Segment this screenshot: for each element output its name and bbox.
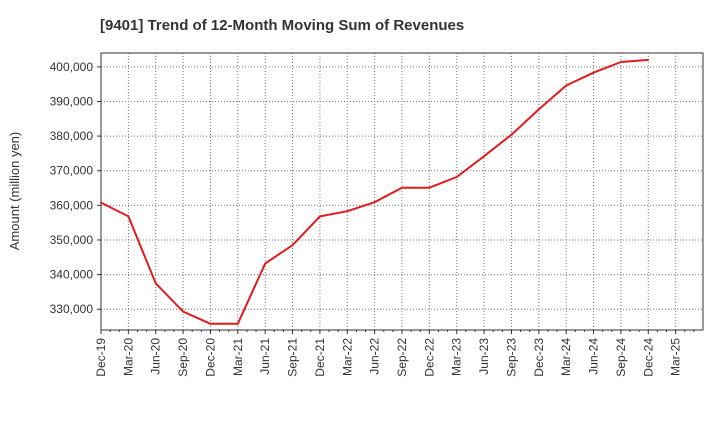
y-axis: 330,000 340,000 350,000 360,000 370,000 380,0… bbox=[50, 60, 101, 316]
x-tick-label: Sep-21 bbox=[286, 338, 300, 377]
x-tick-label: Sep-20 bbox=[176, 338, 190, 377]
gridlines bbox=[101, 53, 703, 330]
data-point bbox=[592, 71, 595, 74]
data-point bbox=[538, 108, 540, 111]
y-tick-label: 370,000 bbox=[50, 164, 94, 178]
x-tick-label: Mar-20 bbox=[121, 338, 135, 376]
series-layer bbox=[100, 58, 650, 325]
y-tick-label: 340,000 bbox=[50, 268, 94, 282]
data-point bbox=[373, 201, 376, 204]
x-tick-label: Mar-21 bbox=[231, 338, 245, 376]
y-tick-label: 390,000 bbox=[50, 94, 94, 108]
data-point bbox=[291, 244, 294, 246]
data-point bbox=[209, 322, 212, 325]
data-point bbox=[237, 322, 239, 325]
x-tick-label: Jun-23 bbox=[477, 338, 491, 375]
data-point bbox=[154, 282, 157, 285]
x-tick-label: Dec-21 bbox=[313, 338, 327, 377]
x-tick-label: Dec-23 bbox=[532, 338, 546, 377]
data-point bbox=[565, 84, 567, 87]
data-point bbox=[620, 61, 622, 63]
x-tick-label: Sep-24 bbox=[614, 338, 628, 377]
x-tick-label: Dec-20 bbox=[203, 338, 217, 377]
x-tick-label: Mar-22 bbox=[340, 338, 354, 376]
x-tick-label: Dec-19 bbox=[94, 338, 108, 377]
y-tick-label: 400,000 bbox=[50, 60, 94, 74]
y-tick-label: 350,000 bbox=[50, 233, 94, 247]
data-point bbox=[401, 186, 403, 189]
x-tick-label: Mar-23 bbox=[450, 338, 464, 376]
data-point bbox=[127, 215, 130, 218]
data-point bbox=[455, 176, 458, 178]
data-point bbox=[428, 186, 431, 189]
y-tick-label: 380,000 bbox=[50, 129, 94, 143]
x-tick-label: Jun-20 bbox=[149, 338, 163, 375]
chart-title: [9401] Trend of 12-Month Moving Sum of R… bbox=[100, 17, 464, 34]
x-tick-label: Dec-22 bbox=[422, 338, 436, 377]
x-tick-label: Sep-23 bbox=[504, 338, 518, 377]
data-point bbox=[483, 155, 485, 157]
x-tick-label: Mar-24 bbox=[559, 338, 573, 376]
data-point bbox=[264, 262, 266, 265]
x-tick-label: Dec-24 bbox=[641, 338, 655, 377]
data-point bbox=[100, 201, 102, 204]
data-point bbox=[346, 210, 349, 213]
x-tick-label: Sep-22 bbox=[395, 338, 409, 377]
y-tick-label: 360,000 bbox=[50, 198, 94, 212]
x-tick-label: Jun-24 bbox=[587, 338, 601, 375]
y-axis-label: Amount (million yen) bbox=[7, 132, 22, 251]
x-tick-label: Jun-21 bbox=[258, 338, 272, 375]
x-tick-label: Jun-22 bbox=[368, 338, 382, 375]
x-axis: Dec-19 Mar-20 Jun-20 Sep-20 Dec-20 Mar-21 Jun-… bbox=[94, 330, 695, 377]
data-point bbox=[182, 310, 184, 313]
data-point bbox=[319, 215, 321, 218]
y-tick-label: 330,000 bbox=[50, 302, 94, 316]
x-tick-label: Mar-25 bbox=[669, 338, 683, 376]
data-point bbox=[510, 133, 513, 136]
data-point bbox=[647, 59, 650, 61]
